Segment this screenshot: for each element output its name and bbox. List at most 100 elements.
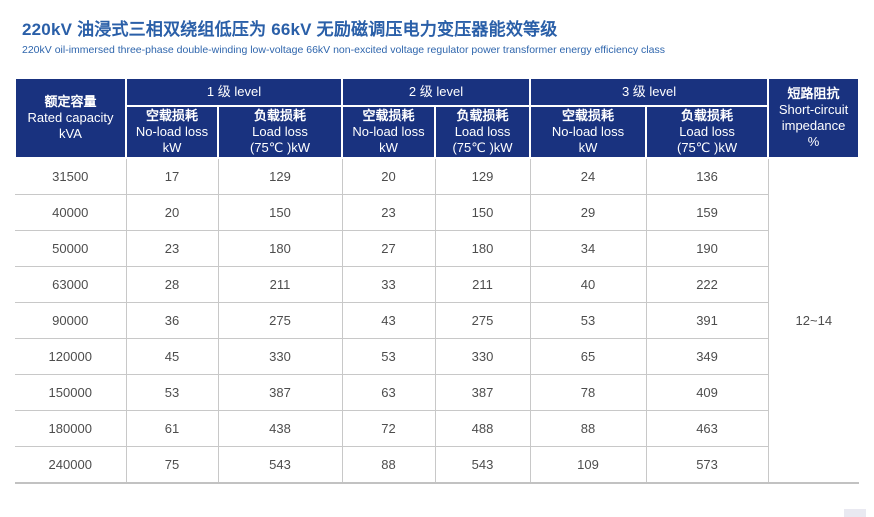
capacity-cell: 180000 <box>15 410 126 447</box>
loss-value-cell: 180 <box>434 230 531 267</box>
loss-value-cell: 88 <box>341 446 436 484</box>
loss-value-cell: 27 <box>341 230 436 267</box>
page-subtitle: 220kV oil-immersed three-phase double-wi… <box>22 44 665 56</box>
capacity-cell: 90000 <box>15 302 126 339</box>
loss-value-cell: 36 <box>125 302 218 339</box>
loss-value-cell: 78 <box>529 374 647 411</box>
noload-header-zh: 空载损耗 <box>145 108 198 123</box>
loss-value-cell: 150 <box>434 194 531 231</box>
loss-value-cell: 330 <box>217 338 343 375</box>
loss-value-cell: 34 <box>529 230 647 267</box>
loss-value-cell: 33 <box>341 266 436 303</box>
loss-value-cell: 43 <box>341 302 436 339</box>
loss-value-cell: 53 <box>341 338 436 375</box>
loss-value-cell: 109 <box>529 446 647 484</box>
loss-value-cell: 150 <box>217 194 343 231</box>
table-row: 150000 53 387 63 387 78 409 <box>15 374 859 411</box>
loss-value-cell: 463 <box>645 410 769 447</box>
loss-value-cell: 24 <box>529 158 647 195</box>
impedance-header-zh: 短路阻抗 <box>787 86 840 101</box>
efficiency-table: 额定容量 Rated capacity kVA 1 级 level 2 级 le… <box>14 77 861 484</box>
noload-header-unit: kW <box>379 140 398 155</box>
load-header-en: Load loss <box>679 124 735 139</box>
page-title: 220kV 油浸式三相双绕组低压为 66kV 无励磁调压电力变压器能效等级 <box>22 20 558 39</box>
loss-value-cell: 129 <box>434 158 531 195</box>
loss-value-cell: 330 <box>434 338 531 375</box>
loss-value-cell: 136 <box>645 158 769 195</box>
level-1-noload-header: 空载损耗 No-load loss kW <box>125 105 219 159</box>
level-1-group-header: 1 级 level <box>124 77 344 107</box>
header-group-row: 额定容量 Rated capacity kVA 1 级 level 2 级 le… <box>14 77 861 159</box>
table-row: 31500 17 129 20 129 24 136 12~14 <box>15 158 860 484</box>
capacity-cell: 50000 <box>15 230 126 267</box>
load-header-unit: (75℃ )kW <box>676 140 738 155</box>
load-header-zh: 负载损耗 <box>254 108 307 123</box>
level-2-load-header: 负载损耗 Load loss (75℃ )kW <box>434 105 532 159</box>
loss-value-cell: 28 <box>125 266 218 303</box>
level-3-group-label: 3 级 level <box>621 84 677 99</box>
impedance-header-en1: Short-circuit <box>778 102 849 117</box>
impedance-value-cell: 12~14 <box>767 158 860 484</box>
impedance-header-cell: 短路阻抗 Short-circuit impedance % <box>767 77 861 159</box>
noload-header-zh: 空载损耗 <box>362 108 415 123</box>
table-row: 40000 20 150 23 150 29 159 <box>15 194 859 231</box>
loss-value-cell: 211 <box>217 266 343 303</box>
loss-value-cell: 20 <box>341 158 436 195</box>
loss-value-cell: 387 <box>217 374 343 411</box>
noload-header-unit: kW <box>578 140 598 155</box>
loss-value-cell: 63 <box>341 374 436 411</box>
table-row: 240000 75 543 88 543 109 573 <box>15 446 859 484</box>
loss-value-cell: 391 <box>645 302 769 339</box>
loss-value-cell: 409 <box>645 374 769 411</box>
level-2-group-label: 2 级 level <box>408 84 464 99</box>
table-row: 63000 28 211 33 211 40 222 <box>15 266 859 303</box>
loss-value-cell: 543 <box>434 446 531 484</box>
corner-artifact <box>844 509 866 517</box>
loss-value-cell: 222 <box>645 266 769 303</box>
level-3-noload-header: 空载损耗 No-load loss kW <box>529 105 648 159</box>
loss-value-cell: 159 <box>645 194 769 231</box>
loss-value-cell: 61 <box>125 410 218 447</box>
loss-value-cell: 23 <box>125 230 218 267</box>
header-sub-row: 空载损耗 No-load loss kW 负载损耗 Load loss (75℃… <box>15 105 859 159</box>
loss-value-cell: 65 <box>529 338 647 375</box>
table-row: 120000 45 330 53 330 65 349 <box>15 338 859 375</box>
loss-value-cell: 180 <box>217 230 343 267</box>
loss-value-cell: 53 <box>125 374 218 411</box>
table-row: 50000 23 180 27 180 34 190 <box>15 230 859 267</box>
loss-value-cell: 543 <box>217 446 343 484</box>
loss-value-cell: 573 <box>645 446 769 484</box>
loss-value-cell: 23 <box>341 194 436 231</box>
loss-value-cell: 45 <box>125 338 218 375</box>
loss-value-cell: 75 <box>125 446 218 484</box>
load-header-en: Load loss <box>252 124 308 139</box>
loss-value-cell: 349 <box>645 338 769 375</box>
load-header-zh: 负载损耗 <box>681 108 734 123</box>
capacity-cell: 120000 <box>15 338 126 375</box>
load-header-en: Load loss <box>454 124 511 139</box>
capacity-cell: 150000 <box>15 374 126 411</box>
loss-value-cell: 275 <box>434 302 531 339</box>
capacity-header-unit: kVA <box>59 126 82 141</box>
impedance-header-en2: impedance <box>781 118 846 133</box>
table-header: 额定容量 Rated capacity kVA 1 级 level 2 级 le… <box>14 77 861 159</box>
load-header-zh: 负载损耗 <box>456 108 509 123</box>
level-3-load-header: 负载损耗 Load loss (75℃ )kW <box>645 105 770 159</box>
loss-value-cell: 211 <box>434 266 531 303</box>
table-row: 180000 61 438 72 488 88 463 <box>15 410 859 447</box>
loss-value-cell: 275 <box>217 302 343 339</box>
load-header-unit: (75℃ )kW <box>249 140 311 155</box>
impedance-header-unit: % <box>807 134 820 149</box>
capacity-header-en: Rated capacity <box>27 110 114 125</box>
level-3-group-header: 3 级 level <box>529 77 770 107</box>
noload-header-en: No-load loss <box>352 124 425 139</box>
noload-header-unit: kW <box>162 140 182 155</box>
loss-value-cell: 88 <box>529 410 647 447</box>
level-2-noload-header: 空载损耗 No-load loss kW <box>341 105 437 159</box>
noload-header-en: No-load loss <box>135 124 209 139</box>
level-1-load-header: 负载损耗 Load loss (75℃ )kW <box>216 105 344 159</box>
noload-header-en: No-load loss <box>551 124 625 139</box>
loss-value-cell: 17 <box>125 158 218 195</box>
loss-value-cell: 29 <box>529 194 647 231</box>
loss-value-cell: 190 <box>645 230 769 267</box>
